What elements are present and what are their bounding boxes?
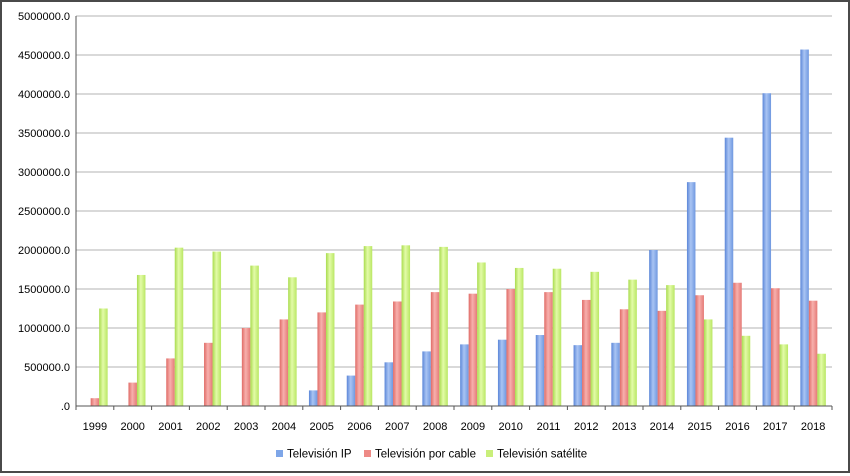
y-tick-label: 1000000.0 xyxy=(18,323,70,335)
bar-satelite xyxy=(817,353,826,406)
bar-ip xyxy=(422,351,431,406)
legend-label: Televisión satélite xyxy=(497,449,587,461)
bar-ip xyxy=(573,345,583,406)
bar-satelite xyxy=(666,285,675,406)
axis-lines xyxy=(75,16,833,410)
bar-cable xyxy=(355,304,364,406)
bar-cable xyxy=(204,342,213,406)
bar-cable xyxy=(317,312,326,406)
x-tick-label: 2008 xyxy=(423,421,447,433)
bar-cable xyxy=(582,299,591,406)
x-tick-label: 2001 xyxy=(158,421,182,433)
x-tick-label: 2018 xyxy=(801,421,825,433)
bar-satelite xyxy=(325,253,335,406)
x-axis: 1999 2000 2001 2002 2003 2004 2005 2006 2007 2008… xyxy=(83,421,826,433)
bar-cable xyxy=(241,328,251,406)
legend-label: Televisión por cable xyxy=(375,449,476,461)
legend-swatch xyxy=(276,450,283,457)
x-tick-label: 2007 xyxy=(385,421,409,433)
bar-satelite xyxy=(439,246,448,406)
bar-satelite xyxy=(779,344,789,406)
bar-ip xyxy=(308,390,318,406)
y-tick-label: 2500000.0 xyxy=(18,206,70,218)
x-tick-label: 2012 xyxy=(574,421,598,433)
bar-satelite xyxy=(628,279,637,406)
bar-cable xyxy=(393,301,402,406)
y-tick-label: 4500000.0 xyxy=(18,50,70,62)
x-tick-label: 1999 xyxy=(83,421,107,433)
legend-label: Televisión IP xyxy=(287,449,352,461)
x-tick-label: 2003 xyxy=(234,421,258,433)
bar-satelite xyxy=(136,274,146,406)
bar-satelite xyxy=(174,247,184,406)
x-tick-label: 2017 xyxy=(763,421,787,433)
bar-cable xyxy=(468,293,478,406)
y-tick-label: 1500000.0 xyxy=(18,284,70,296)
bar-cable xyxy=(279,319,289,406)
x-tick-label: 2010 xyxy=(498,421,522,433)
x-tick-label: 2009 xyxy=(461,421,485,433)
legend-swatch xyxy=(486,450,493,457)
x-tick-label: 2013 xyxy=(612,421,636,433)
x-tick-label: 2014 xyxy=(650,421,674,433)
bar-cable xyxy=(544,292,553,406)
y-tick-label: 5000000.0 xyxy=(18,11,70,23)
bar-cable xyxy=(695,295,704,406)
x-tick-label: 2000 xyxy=(120,421,144,433)
x-tick-label: 2016 xyxy=(725,421,749,433)
bar-satelite xyxy=(552,268,562,406)
x-tick-label: 2015 xyxy=(687,421,711,433)
bar-satelite xyxy=(590,271,600,406)
x-tick-label: 2005 xyxy=(309,421,333,433)
bar-satelite xyxy=(703,319,713,406)
bar-satelite xyxy=(363,246,373,406)
bar-satelite xyxy=(288,277,297,406)
bar-cable xyxy=(733,282,742,406)
bar-cable xyxy=(128,382,137,406)
bar-ip xyxy=(346,375,356,406)
bar-satelite xyxy=(250,265,259,406)
bar-satelite xyxy=(477,262,486,406)
bars xyxy=(90,49,826,406)
bar-cable xyxy=(657,310,667,406)
bar-cable xyxy=(808,300,818,406)
y-tick-label: 500000.0 xyxy=(24,362,70,374)
legend-swatch xyxy=(364,450,371,457)
bar-ip xyxy=(384,362,394,406)
bar-ip xyxy=(686,182,696,406)
bar-satelite xyxy=(401,245,411,406)
bar-ip xyxy=(800,49,809,406)
bar-satelite xyxy=(99,308,108,406)
bar-ip xyxy=(460,344,469,406)
gridlines xyxy=(76,15,832,407)
bar-cable xyxy=(771,288,780,406)
bar-ip xyxy=(762,93,772,406)
x-tick-label: 2004 xyxy=(272,421,296,433)
bar-ip xyxy=(724,137,734,406)
bar-cable xyxy=(430,292,440,406)
bar-ip xyxy=(611,342,620,406)
y-tick-label: 3500000.0 xyxy=(18,128,70,140)
y-tick-label: 3000000.0 xyxy=(18,167,70,179)
bar-cable xyxy=(90,398,100,406)
bar-cable xyxy=(506,289,515,406)
bar-satelite xyxy=(514,267,524,406)
y-tick-label: .0 xyxy=(61,401,70,413)
y-axis: .0 500000.0 1000000.0 1500000.0 2000000.0 250… xyxy=(18,11,70,413)
x-tick-label: 2006 xyxy=(347,421,371,433)
y-tick-label: 4000000.0 xyxy=(18,89,70,101)
bar-ip xyxy=(497,339,507,406)
bar-satelite xyxy=(212,251,222,406)
y-tick-label: 2000000.0 xyxy=(18,245,70,257)
legend: Televisión IP Televisión por cable Televis… xyxy=(276,449,587,461)
bar-satelite xyxy=(741,335,751,406)
x-tick-label: 2011 xyxy=(537,421,561,433)
bar-cable xyxy=(619,309,629,406)
bar-ip xyxy=(535,335,545,406)
x-tick-label: 2002 xyxy=(196,421,220,433)
bar-cable xyxy=(166,358,175,406)
bar-ip xyxy=(649,250,658,406)
